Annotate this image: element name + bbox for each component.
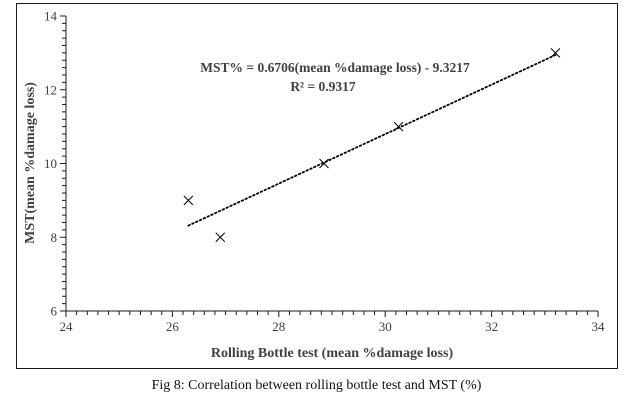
y-tick-label: 14 bbox=[44, 9, 58, 24]
x-marker-stroke bbox=[183, 195, 194, 206]
trendline bbox=[187, 54, 557, 227]
data-point bbox=[550, 48, 561, 58]
data-point bbox=[393, 121, 404, 132]
x-marker-stroke bbox=[550, 48, 561, 58]
x-tick-label: 34 bbox=[592, 319, 606, 334]
y-tick-label: 10 bbox=[44, 156, 57, 171]
x-marker-stroke bbox=[393, 121, 404, 132]
ticks bbox=[60, 15, 599, 317]
tick-labels: 24 26 28 30 32 34 6 8 10 12 14 bbox=[44, 9, 605, 335]
chart-frame bbox=[16, 3, 618, 369]
data-point bbox=[215, 232, 226, 243]
x-axis-title: Rolling Bottle test (mean %damage loss) bbox=[211, 346, 454, 361]
x-marker-stroke bbox=[319, 158, 329, 169]
data-points bbox=[183, 48, 561, 243]
figure-caption: Fig 8: Correlation between rolling bottl… bbox=[151, 378, 482, 393]
x-tick-label: 26 bbox=[166, 319, 180, 334]
y-axis-title: MST(mean %damage loss) bbox=[23, 82, 38, 244]
y-tick-label: 6 bbox=[51, 304, 58, 319]
x-tick-label: 30 bbox=[379, 319, 392, 334]
data-point bbox=[319, 158, 329, 169]
x-tick-label: 24 bbox=[60, 319, 74, 334]
x-tick-label: 32 bbox=[485, 319, 498, 334]
y-tick-label: 12 bbox=[44, 82, 57, 97]
data-point bbox=[183, 195, 194, 206]
trendline-line bbox=[187, 54, 557, 227]
x-tick-label: 28 bbox=[272, 319, 285, 334]
y-tick-label: 8 bbox=[51, 230, 58, 245]
x-marker-stroke bbox=[215, 232, 226, 243]
scatter-chart: 24 26 28 30 32 34 6 8 10 12 14 MST% = 0.6706(mean … bbox=[23, 9, 605, 362]
trendline-equation: MST% = 0.6706(mean %damage loss) - 9.321… bbox=[200, 60, 470, 75]
r-squared-label: R² = 0.9317 bbox=[290, 79, 356, 94]
